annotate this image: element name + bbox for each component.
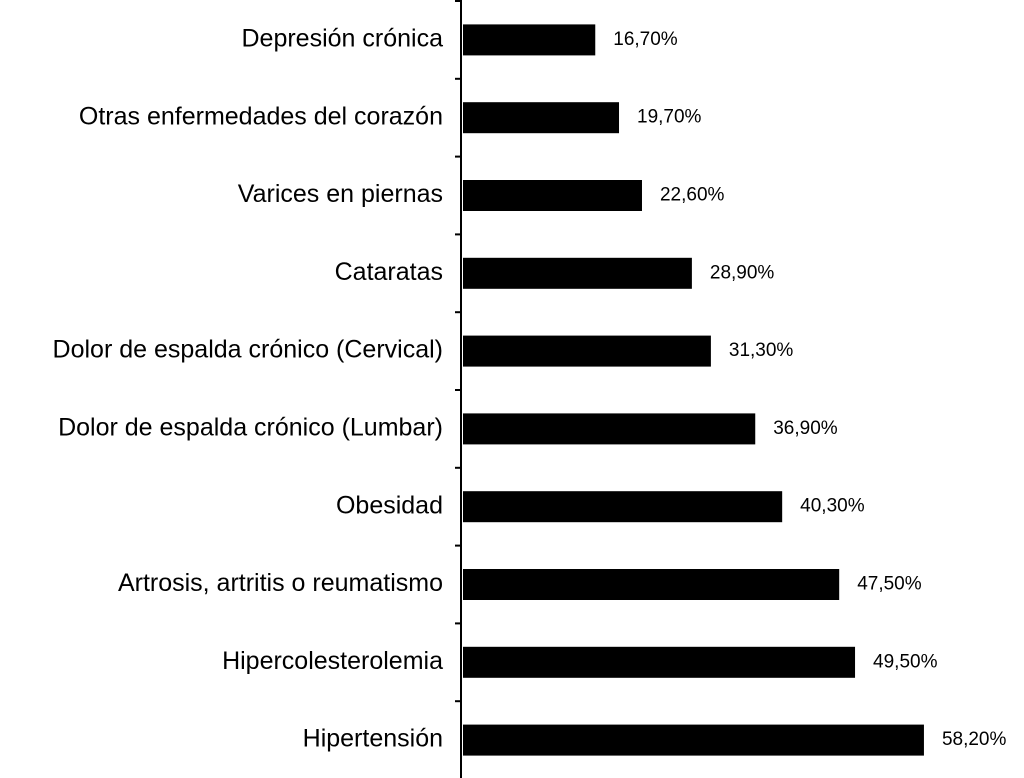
bar: [463, 646, 856, 678]
y-tick-label: Hipercolesterolemia: [222, 647, 443, 675]
y-tick-label: Dolor de espalda crónico (Cervical): [53, 336, 443, 364]
y-tick-label: Dolor de espalda crónico (Lumbar): [58, 414, 443, 442]
y-tick-label: Artrosis, artritis o reumatismo: [118, 569, 443, 597]
value-label: 22,60%: [660, 185, 725, 206]
value-label: 28,90%: [710, 262, 775, 283]
bar: [463, 102, 620, 134]
value-label: 40,30%: [800, 496, 865, 517]
bar: [463, 335, 711, 367]
y-tick-label: Cataratas: [335, 258, 443, 286]
value-label: 36,90%: [773, 418, 838, 439]
value-label: 31,30%: [729, 340, 794, 361]
y-tick-label: Otras enfermedades del corazón: [79, 102, 443, 130]
bar: [463, 569, 840, 600]
value-label: 19,70%: [637, 107, 702, 128]
bar: [463, 180, 642, 211]
value-label: 47,50%: [857, 574, 922, 595]
y-tick-label: Hipertensión: [303, 725, 443, 753]
y-tick-label: Depresión crónica: [242, 25, 444, 53]
y-tick-label: Varices en piernas: [238, 180, 443, 208]
bar: [463, 491, 783, 523]
y-tick-label: Obesidad: [336, 491, 443, 519]
bar: [463, 24, 596, 56]
bar: [463, 413, 756, 445]
value-label: 16,70%: [613, 29, 678, 50]
value-label: 49,50%: [873, 651, 938, 672]
bar: [463, 257, 692, 289]
bar: [463, 724, 924, 756]
value-label: 58,20%: [942, 729, 1007, 750]
